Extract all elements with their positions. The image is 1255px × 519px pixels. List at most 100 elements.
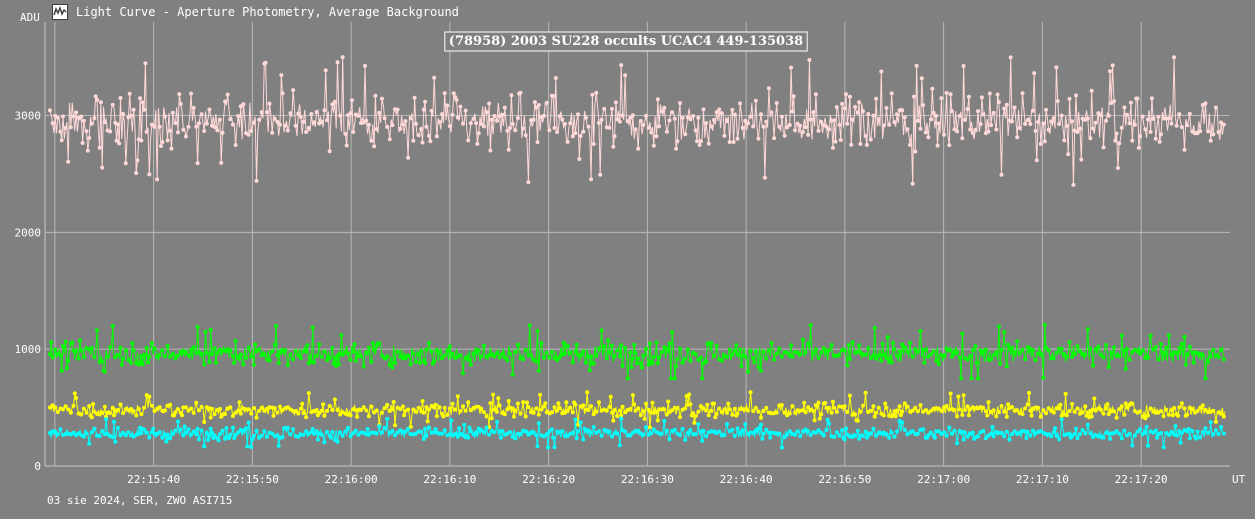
data-point: [513, 128, 518, 133]
data-point: [606, 338, 611, 343]
data-point: [683, 356, 688, 361]
data-point: [936, 362, 941, 367]
data-point: [855, 428, 860, 433]
data-point: [983, 436, 988, 441]
data-point: [743, 422, 748, 427]
data-point: [298, 406, 303, 411]
data-point: [693, 128, 698, 133]
data-point: [549, 349, 554, 354]
data-point: [306, 391, 311, 396]
data-point: [1127, 431, 1132, 436]
data-point: [675, 357, 680, 362]
data-point: [753, 405, 758, 410]
data-point: [1176, 413, 1180, 418]
data-point: [186, 427, 191, 432]
data-point: [625, 376, 630, 381]
data-point: [110, 102, 115, 107]
data-point: [866, 112, 871, 116]
data-point: [753, 349, 758, 354]
data-point: [319, 432, 324, 437]
data-point: [152, 346, 157, 351]
data-point: [1062, 352, 1067, 357]
data-point: [675, 406, 680, 411]
data-point: [581, 403, 586, 408]
data-point: [227, 436, 231, 440]
data-point: [160, 140, 165, 145]
data-point: [738, 430, 743, 435]
data-point: [874, 356, 879, 361]
data-point: [142, 427, 147, 432]
data-point: [751, 124, 756, 129]
data-point: [406, 426, 411, 431]
data-point: [442, 428, 447, 433]
data-point: [915, 118, 920, 123]
data-point: [1190, 429, 1195, 433]
data-point: [92, 426, 97, 431]
data-point: [647, 425, 652, 430]
data-point: [68, 410, 73, 415]
light-curve-icon[interactable]: [52, 4, 68, 20]
data-point: [759, 112, 763, 117]
data-point: [833, 139, 838, 144]
data-point: [366, 122, 371, 127]
data-point: [725, 119, 729, 124]
data-point: [325, 429, 330, 434]
data-point: [421, 107, 426, 112]
footer-info: 03 sie 2024, SER, ZWO ASI715: [47, 494, 233, 507]
data-point: [195, 161, 200, 166]
data-point: [1211, 408, 1216, 413]
data-point: [625, 119, 630, 124]
data-point: [968, 127, 973, 132]
data-point: [990, 425, 995, 429]
data-point: [374, 431, 379, 436]
data-point: [1208, 138, 1213, 143]
data-point: [129, 113, 133, 118]
data-point: [591, 142, 596, 146]
data-point: [552, 356, 557, 360]
data-point: [246, 420, 251, 425]
data-point: [526, 405, 531, 410]
data-point: [650, 400, 655, 405]
data-point: [646, 407, 651, 412]
data-point: [926, 433, 931, 438]
data-point: [121, 430, 126, 435]
data-point: [230, 425, 235, 430]
data-point: [432, 75, 437, 80]
data-point: [596, 400, 601, 405]
data-point: [573, 131, 578, 136]
data-point: [981, 429, 986, 433]
data-point: [1041, 375, 1046, 380]
data-point: [498, 435, 503, 440]
data-point: [1138, 427, 1143, 432]
data-point: [471, 351, 476, 356]
data-point: [1211, 432, 1216, 437]
data-point: [685, 347, 690, 352]
data-point: [832, 118, 837, 123]
data-point: [706, 413, 711, 418]
data-point: [301, 432, 306, 437]
data-point: [157, 430, 162, 435]
data-point: [1071, 182, 1076, 187]
data-point: [420, 399, 425, 404]
data-point: [1191, 360, 1196, 365]
data-point: [142, 405, 147, 410]
data-point: [827, 127, 831, 132]
data-point: [536, 421, 541, 426]
data-point: [863, 352, 868, 357]
data-point: [144, 129, 149, 134]
data-point: [321, 402, 326, 407]
data-point: [421, 437, 426, 441]
data-point: [212, 346, 217, 351]
data-point: [701, 428, 706, 433]
series-2: [47, 390, 1226, 430]
data-point: [732, 112, 737, 117]
data-point: [610, 106, 614, 111]
data-point: [202, 444, 207, 449]
data-point: [142, 107, 147, 112]
data-point: [912, 94, 916, 99]
data-point: [1159, 409, 1163, 413]
data-point: [604, 356, 609, 361]
data-point: [385, 124, 390, 129]
data-point: [581, 349, 586, 354]
data-point: [936, 121, 941, 126]
